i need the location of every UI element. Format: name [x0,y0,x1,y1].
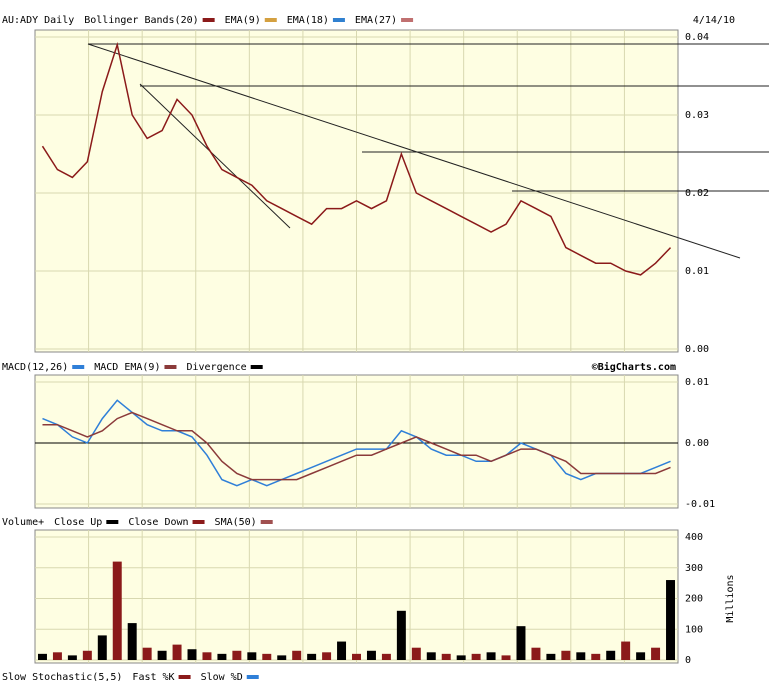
volume-bar [337,641,347,660]
y-tick-label: 0.00 [685,438,709,449]
y-tick-label: 0 [685,655,691,666]
legend-swatch [246,675,259,679]
volume-bar [591,653,601,660]
volume-bar [366,650,376,660]
legend-swatch [202,18,215,22]
volume-bar [82,650,92,660]
volume-bar [202,652,212,660]
legend-label: Slow Stochastic(5,5) [2,672,122,681]
y-tick-label: 300 [685,563,703,574]
legend-label: Divergence [186,362,246,373]
legend-label: EMA(9) [225,15,261,26]
legend-swatch [264,18,277,22]
volume-bar [247,652,257,660]
credit: ©BigCharts.com [592,361,676,373]
volume-bar [112,561,122,660]
volume-bar [456,655,466,660]
legend-swatch [178,675,191,679]
volume-bar [546,653,556,660]
volume-bar [486,652,496,660]
volume-bar [37,653,47,660]
legend-label: SMA(50) [215,517,257,528]
volume-bar [621,641,631,660]
legend-swatch [250,365,263,369]
legend-label: MACD(12,26) [2,362,68,373]
volume-bar [97,635,107,660]
y-tick-label: 0.02 [685,188,709,199]
legend-label: Close Down [128,517,188,528]
y-tick-label: -0.01 [685,499,715,510]
legend-label: MACD EMA(9) [94,362,160,373]
volume-bar [651,647,661,660]
y-tick-label: 0.01 [685,266,709,277]
legend-label: Slow %D [201,672,243,681]
y-tick-label: 0.03 [685,110,709,121]
volume-bar [277,655,287,660]
trendlines [87,43,769,259]
volume-bar [157,650,167,660]
date: 4/14/10 [693,15,735,26]
y-tick-label: 0.00 [685,344,709,355]
volume-bar [52,652,62,660]
legend-label: Fast %K [132,672,174,681]
legend-label: EMA(27) [355,15,397,26]
legend-swatch [332,18,345,22]
trendline [87,43,741,259]
volume-bar [531,647,541,660]
volume-bar [307,653,317,660]
volume-bar [501,655,511,660]
legend-swatch [192,520,205,524]
volume-bar [322,652,332,660]
y-axis-label: Millions [725,574,736,622]
y-tick-label: 0.04 [685,32,709,43]
volume-bar [262,653,272,660]
y-tick-label: 100 [685,624,703,635]
volume-bar [381,653,391,660]
volume-bar [666,580,676,660]
legend-label: Close Up [54,517,102,528]
volume-bar [67,655,77,660]
legend-label: Bollinger Bands(20) [84,15,198,26]
y-tick-label: 400 [685,532,703,543]
trendline [139,83,291,229]
volume-bar [516,626,526,660]
volume-bar [411,647,421,660]
legend-label: EMA(18) [287,15,329,26]
legend-swatch [106,520,119,524]
volume-bar [426,652,436,660]
volume-bar [127,623,137,660]
legend-swatch [72,365,85,369]
volume-bar [471,653,481,660]
volume-bar [576,652,586,660]
legend-swatch [260,520,273,524]
legend-swatch [401,18,414,22]
series-line [42,411,671,481]
volume-bar [636,652,646,660]
volume-bar [187,649,197,660]
volume-bar [172,644,182,660]
series-line [41,41,672,276]
y-tick-label: 200 [685,594,703,605]
volume-bar [561,650,571,660]
volume-bar [352,653,361,660]
volume-bar [217,653,227,660]
volume-bar [142,647,152,660]
y-tick-label: 0.01 [685,377,709,388]
legend-label: AU:ADY Daily [2,15,74,26]
series-line [42,399,671,487]
volume-bar [441,653,451,660]
volume-bar [606,650,616,660]
legend-swatch [164,365,177,369]
volume-bar [292,650,302,660]
volume-bar [396,610,406,660]
volume-bar [232,650,242,660]
legend-label: Volume+ [2,517,44,528]
